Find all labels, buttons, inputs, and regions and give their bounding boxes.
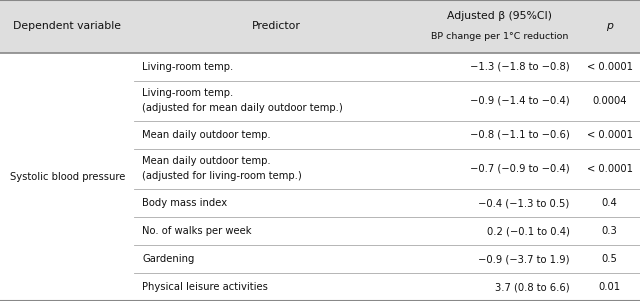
Text: Predictor: Predictor <box>252 21 301 31</box>
Bar <box>0 0 640 53</box>
Text: 0.3: 0.3 <box>602 226 618 236</box>
Text: 0.2 (−0.1 to 0.4): 0.2 (−0.1 to 0.4) <box>487 226 570 236</box>
Text: Adjusted β (95%CI): Adjusted β (95%CI) <box>447 11 552 21</box>
Text: −0.7 (−0.9 to −0.4): −0.7 (−0.9 to −0.4) <box>470 164 570 174</box>
Text: Living-room temp.: Living-room temp. <box>142 88 234 98</box>
Text: Dependent variable: Dependent variable <box>13 21 121 31</box>
Text: Living-room temp.: Living-room temp. <box>142 62 234 72</box>
Text: (adjusted for living-room temp.): (adjusted for living-room temp.) <box>142 171 302 181</box>
Text: −1.3 (−1.8 to −0.8): −1.3 (−1.8 to −0.8) <box>470 62 570 72</box>
Text: Mean daily outdoor temp.: Mean daily outdoor temp. <box>142 156 271 166</box>
Text: Gardening: Gardening <box>142 254 195 264</box>
Text: −0.8 (−1.1 to −0.6): −0.8 (−1.1 to −0.6) <box>470 130 570 140</box>
Text: −0.9 (−3.7 to 1.9): −0.9 (−3.7 to 1.9) <box>478 254 570 264</box>
Text: BP change per 1°C reduction: BP change per 1°C reduction <box>431 33 568 41</box>
Text: 0.0004: 0.0004 <box>593 96 627 106</box>
Text: No. of walks per week: No. of walks per week <box>142 226 252 236</box>
Text: Systolic blood pressure: Systolic blood pressure <box>10 172 125 182</box>
Text: 3.7 (0.8 to 6.6): 3.7 (0.8 to 6.6) <box>495 282 570 292</box>
Text: p: p <box>606 21 613 31</box>
Text: Physical leisure activities: Physical leisure activities <box>142 282 268 292</box>
Text: Body mass index: Body mass index <box>142 198 227 208</box>
Text: Mean daily outdoor temp.: Mean daily outdoor temp. <box>142 130 271 140</box>
Text: 0.4: 0.4 <box>602 198 618 208</box>
Text: < 0.0001: < 0.0001 <box>587 62 632 72</box>
Text: −0.4 (−1.3 to 0.5): −0.4 (−1.3 to 0.5) <box>478 198 570 208</box>
Text: < 0.0001: < 0.0001 <box>587 130 632 140</box>
Text: −0.9 (−1.4 to −0.4): −0.9 (−1.4 to −0.4) <box>470 96 570 106</box>
Text: < 0.0001: < 0.0001 <box>587 164 632 174</box>
Text: 0.01: 0.01 <box>598 282 621 292</box>
Text: 0.5: 0.5 <box>602 254 618 264</box>
Text: (adjusted for mean daily outdoor temp.): (adjusted for mean daily outdoor temp.) <box>142 103 343 113</box>
